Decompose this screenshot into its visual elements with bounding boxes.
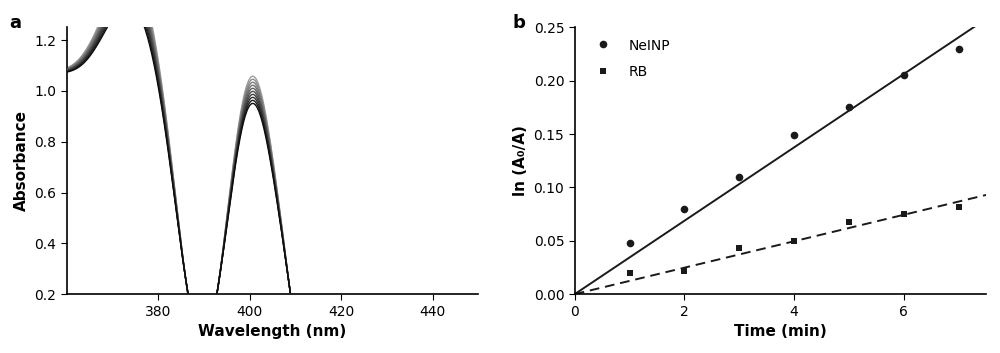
NeINP [624,241,636,245]
RB [733,246,745,250]
RB [788,239,800,243]
RB [678,269,690,273]
Text: b: b [513,14,526,32]
Line: RB: RB [626,203,962,276]
Y-axis label: ln (A₀/A): ln (A₀/A) [513,125,528,196]
Y-axis label: Absorbance: Absorbance [14,110,29,211]
NeINP [843,105,855,109]
NeINP [898,73,910,78]
RB [843,220,855,224]
RB [898,212,910,216]
NeINP [733,175,745,179]
NeINP [953,47,965,51]
NeINP [788,133,800,137]
NeINP [678,207,690,211]
RB [624,271,636,275]
Line: NeINP: NeINP [626,45,963,247]
Legend: NeINP, RB: NeINP, RB [582,35,675,83]
X-axis label: Time (min): Time (min) [734,324,827,339]
X-axis label: Wavelength (nm): Wavelength (nm) [198,324,347,339]
Text: a: a [9,14,21,32]
RB [953,204,965,209]
